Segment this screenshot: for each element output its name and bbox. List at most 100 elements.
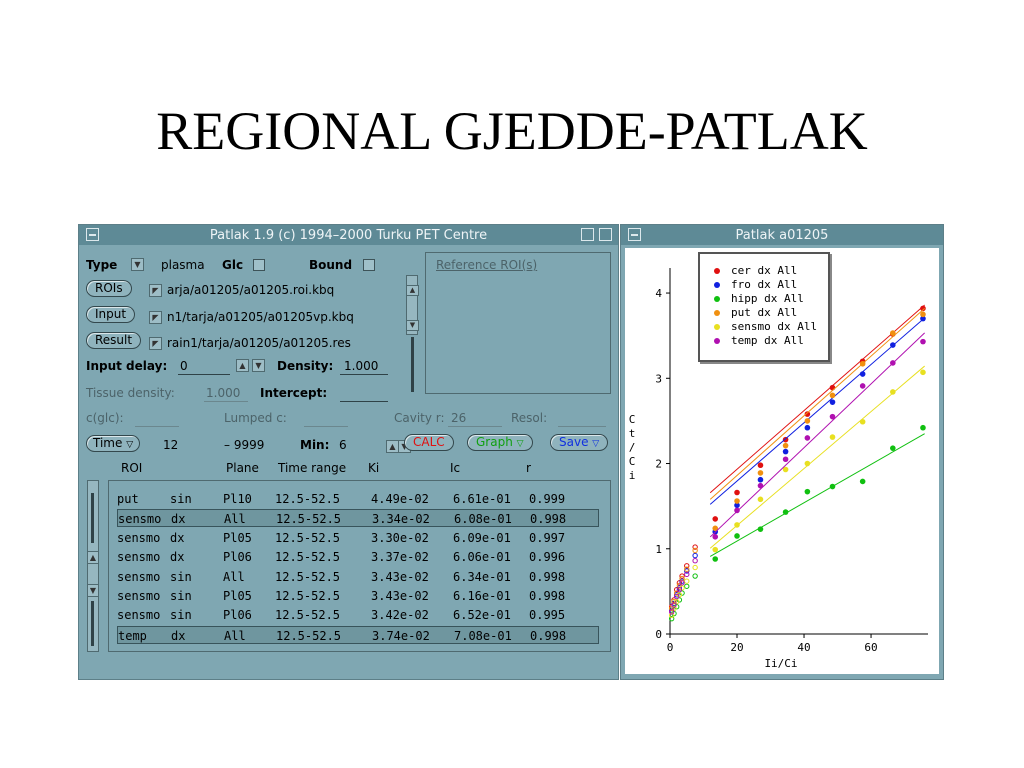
roi-cell: sensmo [118, 512, 162, 527]
time-button-label: Time [93, 436, 123, 450]
table-row[interactable]: temp dx All 12.5-52.5 3.74e-02 7.08e-01 0.998 [117, 625, 599, 644]
reference-roi-panel[interactable] [425, 252, 611, 394]
legend-label: hipp dx All [731, 292, 804, 305]
cavity-underline [448, 426, 502, 427]
window-menu-icon[interactable] [86, 228, 99, 241]
column-header-time-range: Time range [278, 461, 347, 475]
reference-scroll-track[interactable] [411, 337, 414, 392]
density-field[interactable]: 1.000 [344, 359, 379, 373]
density-label: Density: [277, 359, 334, 373]
input-button[interactable]: Input [86, 306, 136, 323]
lumped-c-label: Lumped c: [224, 411, 287, 425]
rois-button[interactable]: ROIs [86, 280, 132, 297]
r-cell: 0.998 [530, 512, 567, 527]
side-cell: sin [170, 492, 192, 506]
ic-cell: 6.06e-01 [453, 550, 511, 565]
type-label: Type [86, 258, 118, 272]
ic-cell: 6.08e-01 [454, 512, 512, 527]
table-row[interactable]: sensmo dx All 12.5-52.5 3.34e-02 6.08e-01 0.99… [117, 509, 599, 528]
cglc-label: c(glc): [86, 411, 124, 425]
legend-label: cer dx All [731, 264, 798, 277]
input-file-path[interactable]: n1/tarja/a01205/a01205vp.kbq [167, 310, 354, 324]
plane-cell: All [224, 512, 246, 527]
ki-cell: 3.43e-02 [371, 589, 429, 603]
results-scroll-up-icon[interactable]: ▲ [87, 551, 99, 564]
bound-checkbox[interactable] [363, 259, 375, 271]
cavity-field[interactable]: 26 [451, 411, 467, 425]
results-scrollbar[interactable] [87, 480, 99, 652]
glc-checkbox[interactable] [253, 259, 265, 271]
table-row[interactable]: sensmo sin Pl05 12.5-52.5 3.43e-02 6.16e-01 0.… [117, 587, 599, 605]
table-row[interactable]: sensmo sin All 12.5-52.5 3.43e-02 6.34e-01 0.9… [117, 568, 599, 586]
reference-roi-label: Reference ROI(s) [436, 258, 538, 272]
cglc-field[interactable] [135, 426, 179, 427]
column-header-roi: ROI [121, 461, 143, 475]
r-cell: 0.999 [529, 492, 566, 506]
r-cell: 0.996 [529, 550, 566, 565]
graph-dropdown-icon: ▽ [516, 439, 524, 449]
rois-file-path[interactable]: arja/a01205/a01205.roi.kbq [167, 283, 335, 297]
r-cell: 0.998 [529, 569, 566, 584]
legend-label: temp dx All [731, 334, 804, 347]
plot-window-menu-icon[interactable] [628, 228, 641, 241]
scroll-down-icon[interactable]: ▼ [406, 320, 419, 331]
resol-field[interactable] [558, 426, 606, 427]
min-increment-icon[interactable]: ▲ [386, 440, 399, 453]
result-file-path[interactable]: rain1/tarja/a01205/a01205.res [167, 336, 351, 350]
calc-button[interactable]: CALC [404, 434, 454, 451]
table-row[interactable]: sensmo dx Pl06 12.5-52.5 3.37e-02 6.06e-01 0.9… [117, 548, 599, 566]
graph-button[interactable]: Graph ▽ [467, 434, 533, 451]
save-button[interactable]: Save ▽ [550, 434, 609, 451]
plane-cell: Pl06 [223, 550, 252, 565]
result-button[interactable]: Result [86, 332, 142, 349]
lumped-c-field[interactable] [304, 426, 348, 427]
scroll-up-icon[interactable]: ▲ [406, 285, 419, 296]
side-cell: sin [170, 608, 192, 623]
minimize-icon[interactable] [581, 228, 594, 241]
time-range-cell: 12.5-52.5 [275, 608, 341, 623]
column-header-ic: Ic [450, 461, 461, 475]
r-cell: 0.998 [529, 589, 566, 603]
intercept-label: Intercept: [260, 386, 328, 400]
ic-cell: 6.34e-01 [453, 569, 511, 584]
delay-increment-icon[interactable]: ▲ [236, 359, 249, 372]
result-menu-icon[interactable]: ◤ [149, 337, 162, 350]
ki-cell: 3.42e-02 [371, 608, 429, 623]
results-scroll-track-bottom [91, 601, 94, 646]
plot-window-titlebar[interactable]: Patlak a01205 [621, 225, 943, 245]
input-menu-icon[interactable]: ◤ [149, 311, 162, 324]
results-scroll-down-icon[interactable]: ▼ [87, 584, 99, 597]
rois-menu-icon[interactable]: ◤ [149, 284, 162, 297]
time-range-cell: 12.5-52.5 [275, 492, 341, 506]
main-window-titlebar[interactable]: Patlak 1.9 (c) 1994–2000 Turku PET Centr… [79, 225, 618, 245]
maximize-icon[interactable] [599, 228, 612, 241]
time-start-value[interactable]: 12 [163, 438, 179, 452]
min-label: Min: [300, 438, 330, 452]
table-row[interactable]: sensmo dx Pl05 12.5-52.5 3.30e-02 6.09e-01 0.9… [117, 529, 599, 547]
ki-cell: 3.74e-02 [372, 628, 430, 643]
time-button[interactable]: Time ▽ [86, 435, 141, 452]
time-range-cell: 12.5-52.5 [275, 589, 341, 603]
save-dropdown-icon: ▽ [592, 439, 600, 449]
roi-cell: sensmo [117, 550, 161, 565]
time-range-cell: 12.5-52.5 [275, 569, 341, 584]
input-delay-field[interactable]: 0 [180, 359, 188, 373]
ki-cell: 3.30e-02 [371, 530, 429, 545]
tissue-density-field[interactable]: 1.000 [206, 386, 241, 400]
delay-decrement-icon[interactable]: ▼ [252, 359, 265, 372]
resol-label: Resol: [511, 411, 548, 425]
min-value[interactable]: 6 [339, 438, 347, 452]
plane-cell: Pl05 [223, 530, 252, 545]
table-row[interactable]: put sin Pl10 12.5-52.5 4.49e-02 6.61e-01 0.999 [117, 490, 599, 508]
results-list[interactable] [108, 480, 611, 652]
plane-cell: All [224, 628, 246, 643]
legend-label: sensmo dx All [731, 320, 818, 333]
glc-label: Glc [222, 258, 244, 272]
type-dropdown-icon[interactable]: ▼ [131, 258, 144, 271]
roi-cell: put [117, 492, 139, 506]
table-row[interactable]: sensmo sin Pl06 12.5-52.5 3.42e-02 6.52e-01 0.… [117, 606, 599, 624]
intercept-field[interactable] [340, 401, 388, 402]
save-button-label: Save [559, 435, 589, 449]
side-cell: sin [170, 589, 192, 603]
time-end-value[interactable]: – 9999 [224, 438, 265, 452]
